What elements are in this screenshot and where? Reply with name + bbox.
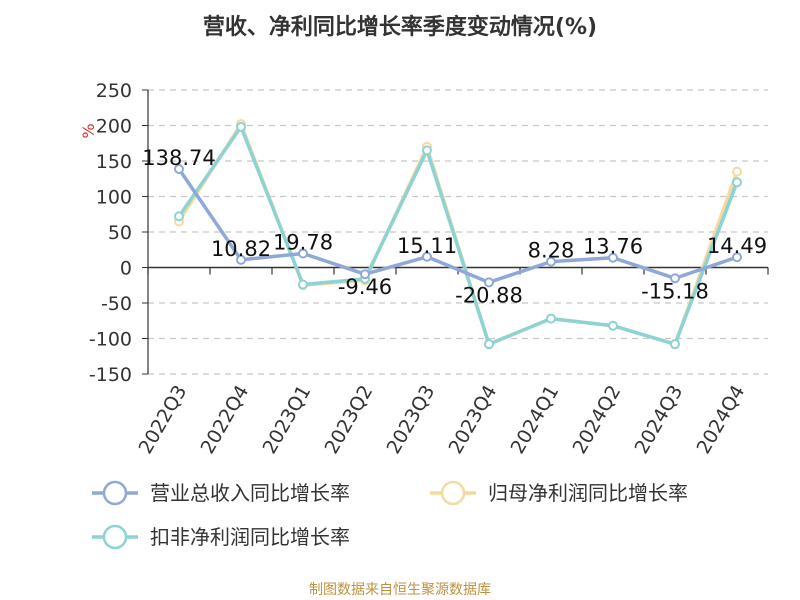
y-tick-label: 200 [96, 116, 132, 138]
legend-label: 扣非净利润同比增长率 [150, 525, 350, 549]
grid-lines [148, 89, 768, 375]
data-point [484, 339, 494, 350]
series-layer [174, 119, 742, 350]
data-label: 138.74 [142, 146, 215, 170]
data-label: 15.11 [397, 234, 457, 258]
data-point [236, 254, 246, 265]
data-point [732, 177, 742, 188]
data-source-note: 制图数据来自恒生聚源数据库 [309, 582, 491, 598]
x-tick-label: 2024Q4 [693, 382, 750, 458]
x-tick-label: 2022Q3 [135, 382, 192, 458]
data-label: -20.88 [455, 283, 523, 307]
data-point [732, 252, 742, 263]
data-label: 10.82 [211, 237, 271, 261]
x-tick-label: 2023Q1 [259, 382, 316, 458]
data-label: 19.78 [273, 230, 333, 254]
x-tick-label: 2024Q1 [507, 382, 564, 458]
y-tick-label: -100 [89, 329, 132, 351]
y-axis: 250 200 150 100 50 0 -50 -100 -150 [89, 80, 149, 386]
data-point [298, 248, 308, 259]
data-point [608, 320, 618, 331]
y-axis-unit: % [79, 123, 98, 138]
data-point [422, 251, 432, 262]
legend-marker [102, 524, 128, 550]
data-label: 13.76 [583, 235, 643, 259]
data-point [422, 145, 432, 156]
x-tick-label: 2023Q3 [383, 382, 440, 458]
legend-label: 营业总收入同比增长率 [150, 481, 350, 505]
series-line [177, 122, 739, 346]
y-tick-label: -150 [89, 364, 132, 386]
y-tick-label: 250 [96, 80, 132, 102]
data-point [670, 273, 680, 284]
y-tick-label: 0 [120, 258, 132, 280]
series-1 [174, 163, 742, 288]
x-tick-label: 2022Q4 [197, 382, 254, 458]
data-point [236, 121, 246, 132]
legend-item[interactable]: 归母净利润同比增长率 [430, 480, 688, 506]
data-point [174, 211, 184, 222]
data-label: 14.49 [707, 234, 767, 258]
y-tick-label: 150 [96, 151, 132, 173]
data-label: -15.18 [641, 279, 709, 303]
data-label: -9.46 [338, 275, 392, 299]
series-line [177, 125, 739, 346]
legend-item[interactable]: 营业总收入同比增长率 [92, 480, 350, 506]
legend-label: 归母净利润同比增长率 [488, 481, 688, 505]
chart-title: 营收、净利同比增长率季度变动情况(%) [203, 14, 597, 40]
series-2 [174, 119, 742, 350]
y-tick-label: 100 [96, 187, 132, 209]
x-tick-label: 2023Q2 [321, 382, 378, 458]
legend-item[interactable]: 扣非净利润同比增长率 [92, 524, 350, 550]
legend-marker [440, 480, 466, 506]
y-tick-label: -50 [101, 293, 132, 315]
series-line [177, 168, 738, 285]
data-point [484, 277, 494, 288]
data-point [298, 279, 308, 290]
data-label: 8.28 [528, 239, 575, 263]
data-point [670, 339, 680, 350]
x-tick-label: 2023Q4 [445, 382, 502, 458]
data-point [732, 166, 742, 177]
data-point [360, 269, 370, 280]
y-tick-label: 50 [108, 222, 132, 244]
data-point [608, 252, 618, 263]
legend-marker [102, 480, 128, 506]
data-point [174, 163, 184, 174]
data-point [546, 256, 556, 267]
x-tick-label: 2024Q3 [631, 382, 688, 458]
x-tick-label: 2024Q2 [569, 382, 626, 458]
data-point [546, 313, 556, 324]
series-3 [174, 121, 742, 350]
